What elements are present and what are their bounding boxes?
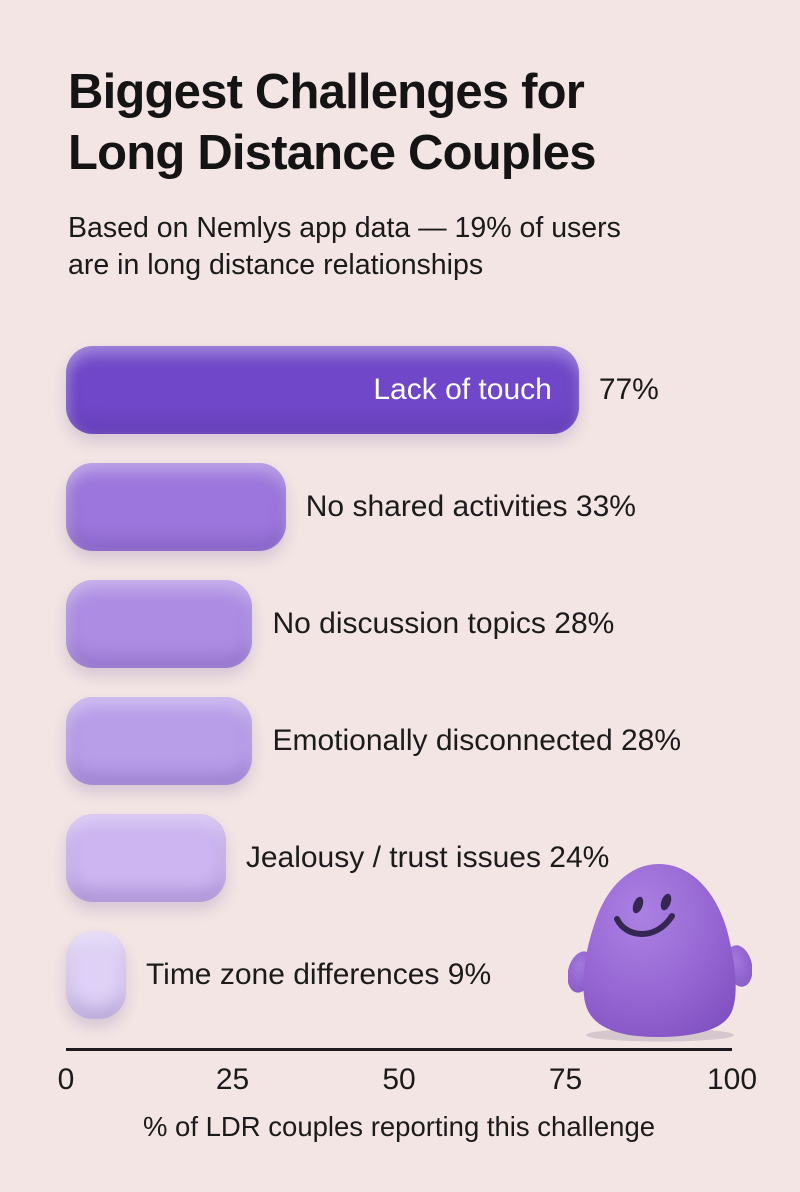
bar-label-value: Jealousy / trust issues 24% <box>245 841 610 874</box>
bar-value: 77% <box>598 373 659 406</box>
bar-chart: Lack of touch 77% No shared activities 33%… <box>58 346 757 1143</box>
bar-label-value: No discussion topics 28% <box>272 607 615 640</box>
mascot-left-eye <box>632 896 644 914</box>
subtitle-line-2: are in long distance relationships <box>68 249 484 281</box>
bar-label-value: Emotionally disconnected 28% <box>272 724 682 757</box>
x-axis-ticks: 0 25 50 75 100 <box>58 1063 757 1105</box>
mascot-right-eye <box>660 893 672 911</box>
bar: Lack of touch <box>66 346 579 434</box>
bar-row: Jealousy / trust issues 24% <box>66 814 732 902</box>
x-tick-label: 75 <box>548 1063 583 1096</box>
bar-label: Lack of touch <box>373 373 552 406</box>
bar-row: Emotionally disconnected 28% <box>66 697 732 785</box>
x-tick-label: 100 <box>706 1063 758 1096</box>
bar-label-value: Time zone differences 9% <box>145 958 492 991</box>
bar-row: No discussion topics 28% <box>66 580 732 668</box>
subtitle-line-1: Based on Nemlys app data — 19% of users <box>68 212 621 244</box>
x-axis-line <box>66 1048 732 1051</box>
bar-chart-bars: Lack of touch 77% No shared activities 33%… <box>66 346 732 1019</box>
x-axis-label: % of LDR couples reporting this challeng… <box>142 1111 656 1142</box>
mascot-illustration <box>568 864 752 1042</box>
subtitle: Based on Nemlys app data — 19% of users … <box>68 210 758 284</box>
bar <box>66 931 126 1019</box>
header: Biggest Challenges for Long Distance Cou… <box>68 62 758 284</box>
bar-row: Time zone differences 9% <box>66 931 732 1019</box>
bar <box>66 580 253 668</box>
page-title: Biggest Challenges for Long Distance Cou… <box>68 62 758 184</box>
bar <box>66 463 286 551</box>
x-tick-label: 50 <box>382 1063 416 1096</box>
mascot-smile <box>614 913 675 937</box>
bar <box>66 814 226 902</box>
page-title-line-2: Long Distance Couples <box>68 126 597 180</box>
mascot-body <box>583 864 736 1038</box>
bar-row: Lack of touch 77% <box>66 346 732 434</box>
x-tick-label: 0 <box>57 1063 75 1096</box>
page-title-line-1: Biggest Challenges for <box>68 65 585 119</box>
bar-row: No shared activities 33% <box>66 463 732 551</box>
x-tick-label: 25 <box>215 1063 250 1096</box>
bar <box>66 697 253 785</box>
bar-label-value: No shared activities 33% <box>305 490 636 523</box>
